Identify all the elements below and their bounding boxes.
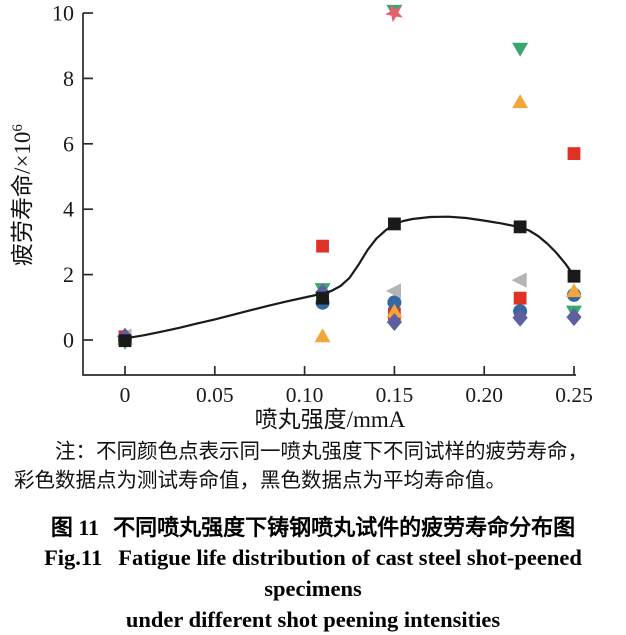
figure-caption-english: Fig.11 Fatigue life distribution of cast … (0, 542, 626, 635)
x-tick-label: 0.10 (286, 383, 324, 407)
marker-specimen-orange-triangle-up (386, 303, 403, 318)
marker-specimen-orange-triangle-up (512, 94, 529, 109)
marker-average-black-square (567, 269, 581, 283)
x-axis-title: 喷丸强度/mmA (255, 407, 406, 432)
y-tick-label: 4 (63, 197, 74, 222)
y-tick-label: 10 (52, 1, 74, 26)
marker-specimen-red-square (513, 291, 527, 305)
marker-average-black-square (118, 334, 132, 348)
figure-caption-en-line2: under different shot peening intensities (125, 607, 501, 632)
marker-specimen-red-square (567, 147, 581, 161)
average-fit-curve (123, 215, 576, 340)
marker-specimen-red-square (316, 239, 329, 253)
marker-specimen-blue-circle (387, 295, 402, 310)
marker-specimen-gray-triangle-left (511, 272, 527, 288)
marker-average-black-square (513, 220, 527, 234)
x-tick-label: 0.20 (465, 383, 503, 407)
x-tick-label: 0.05 (196, 383, 234, 407)
fatigue-life-scatter-chart: 0 2 4 6 8 10 0 0.05 0.10 0.15 0.20 0.25 喷丸强度/mmA 疲劳寿命… (10, 1, 593, 433)
figure-note-line2: 彩色数据点为测试寿命值，黑色数据点为平均寿命值。 (14, 470, 506, 492)
x-tick-label: 0.25 (555, 383, 593, 407)
y-axis-title: 疲劳寿命/×106 (10, 124, 35, 266)
marker-specimen-purple-diamond (512, 308, 528, 327)
marker-specimen-orange-triangle-up (314, 328, 331, 343)
marker-specimen-salmon-star (385, 4, 403, 23)
figure-caption-en-line1: Fig.11 Fatigue life distribution of cast … (0, 542, 626, 604)
figure-note-line1: 注：不同颜色点表示同一喷丸强度下不同试样的疲劳寿命， (55, 441, 588, 463)
marker-specimen-purple-diamond (386, 313, 402, 332)
figure-caption-chinese: 图 11 不同喷丸强度下铸钢喷丸试件的疲劳寿命分布图 (0, 510, 626, 542)
figure-caption-en-label: Fig.11 (44, 545, 103, 570)
x-tick-label: 0.15 (376, 383, 414, 407)
axis-spines (82, 13, 576, 376)
marker-specimen-gray-triangle-left (385, 283, 401, 299)
marker-specimen-purple-diamond (566, 308, 582, 327)
figure-caption-zh-label: 图 11 (50, 515, 100, 540)
y-tick-label: 0 (63, 328, 74, 353)
figure-caption-zh-text: 不同喷丸强度下铸钢喷丸试件的疲劳寿命分布图 (113, 515, 576, 540)
figure-note: 注：不同颜色点表示同一喷丸强度下不同试样的疲劳寿命， 彩色数据点为测试寿命值，黑… (14, 438, 618, 496)
marker-specimen-orange-triangle-up (566, 283, 582, 298)
x-tick-label: 0 (120, 383, 131, 407)
marker-specimen-green-triangle-down (512, 42, 529, 57)
y-tick-label: 2 (63, 262, 74, 287)
figure-caption-en-text1: Fatigue life distribution of cast steel … (118, 545, 582, 601)
marker-average-black-square (316, 291, 329, 305)
y-tick-label: 6 (63, 131, 74, 156)
y-tick-label: 8 (63, 66, 74, 91)
marker-average-black-square (388, 217, 401, 231)
